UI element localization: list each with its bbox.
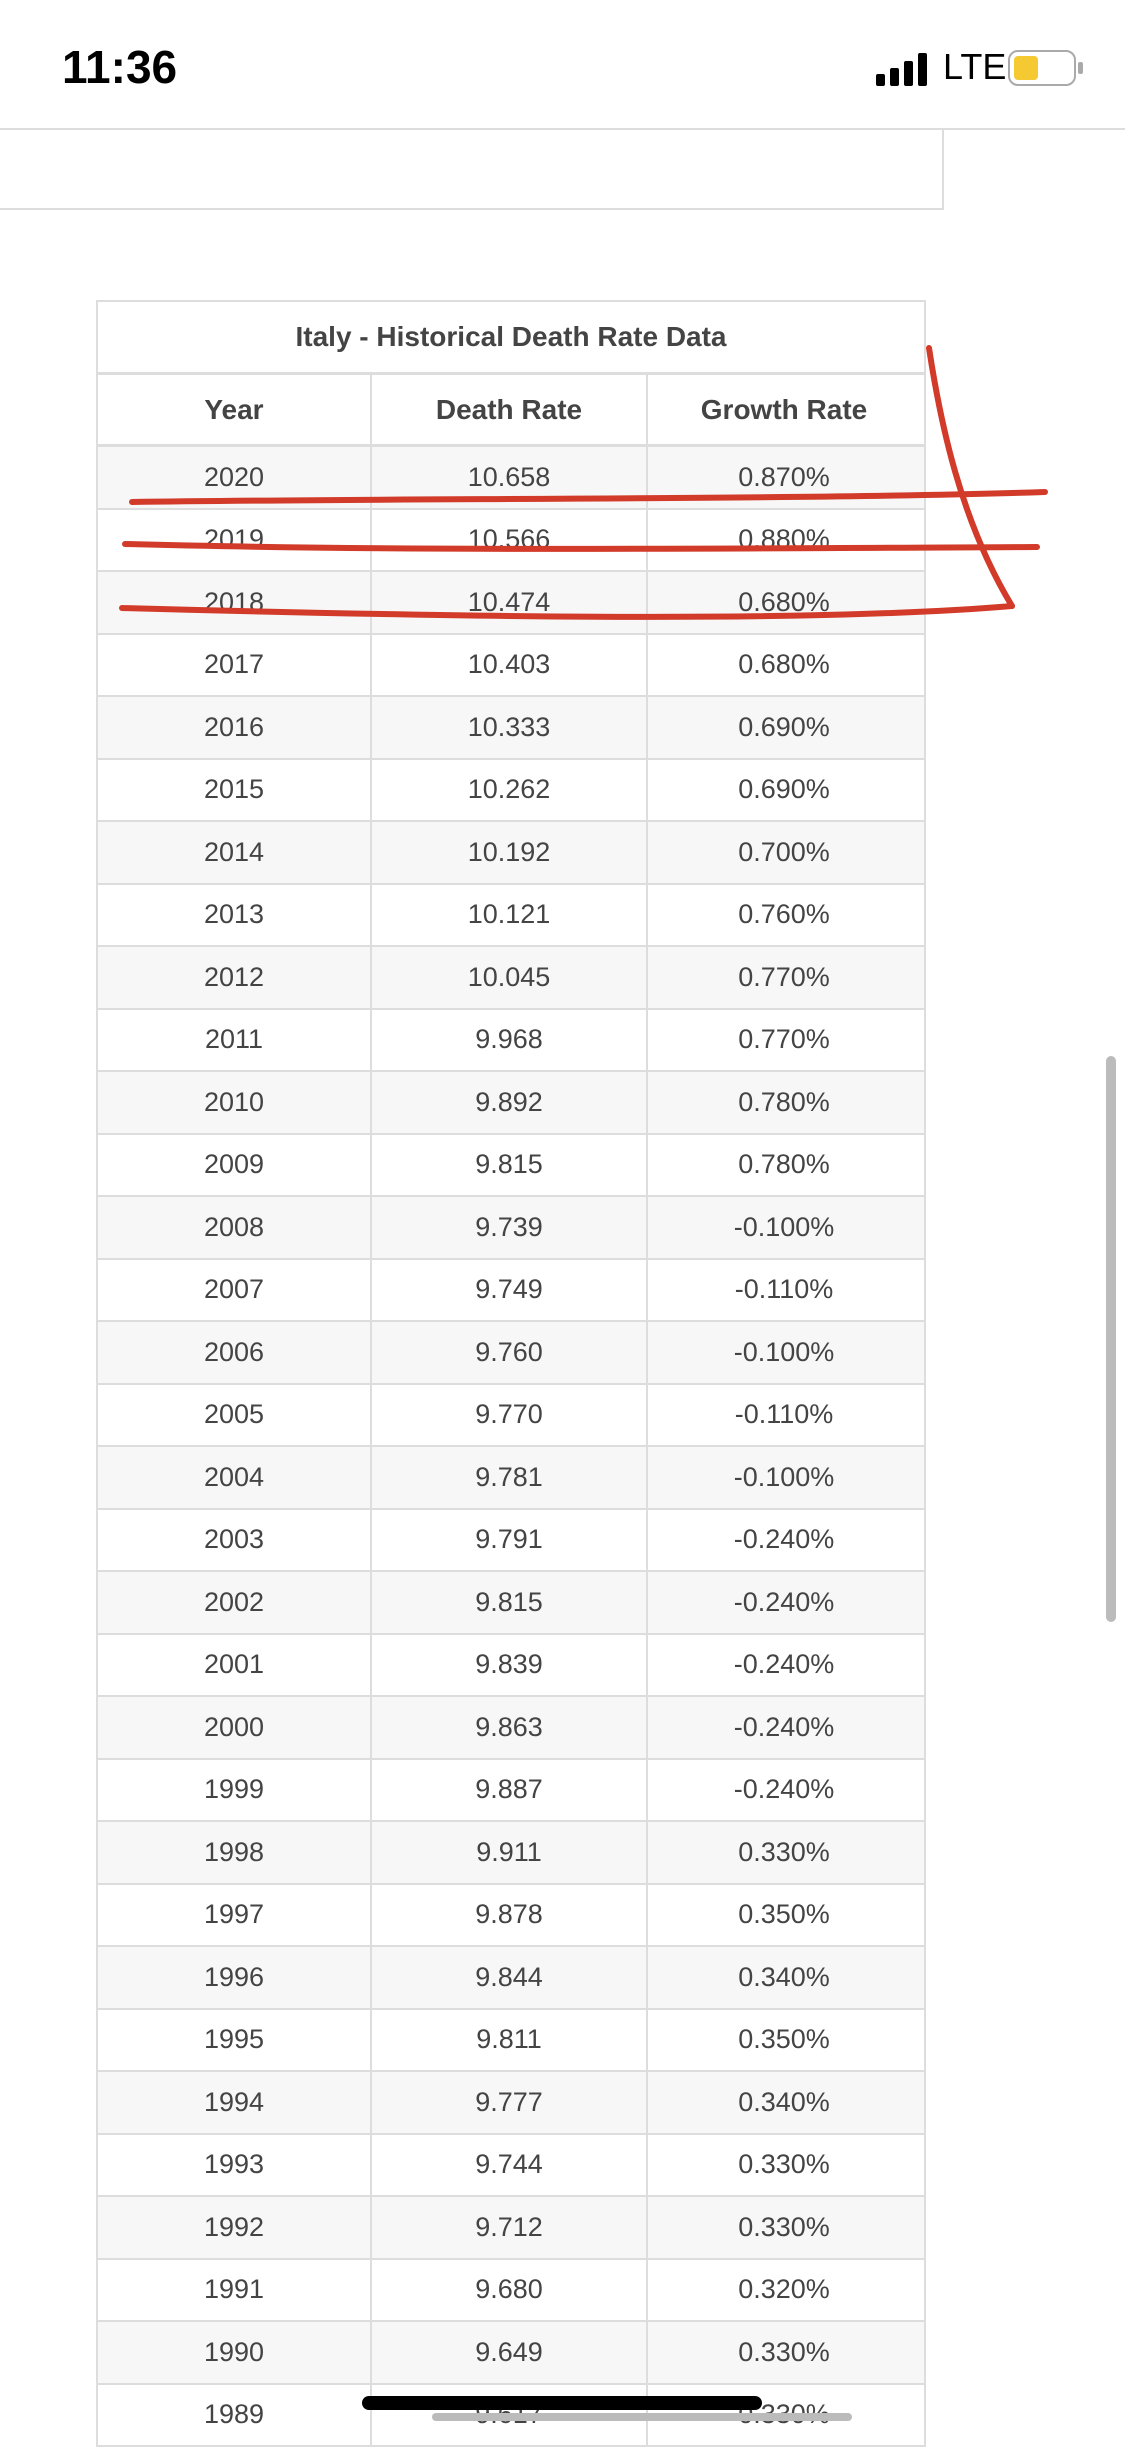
signal: [876, 52, 938, 86]
time: 11:36: [62, 40, 177, 94]
battery: [1008, 50, 1084, 86]
home-indicator: [362, 2396, 762, 2410]
h-scrollbar: [432, 2413, 852, 2421]
scrollbar: [1106, 1056, 1116, 1622]
scribble: [122, 348, 1045, 617]
status-bar: 11:36 LTE: [0, 0, 1125, 130]
network: LTE: [943, 46, 1006, 88]
